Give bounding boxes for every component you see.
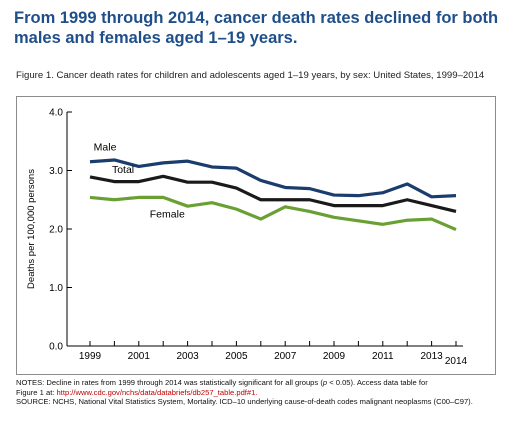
x-tick-label: 2007 — [274, 351, 297, 362]
y-axis-title: Deaths per 100,000 persons — [26, 169, 37, 289]
x-tick-label: 2005 — [225, 351, 248, 362]
headline: From 1999 through 2014, cancer death rat… — [14, 9, 499, 47]
y-tick-label: 0.0 — [49, 342, 63, 353]
notes-line-1: NOTES: Decline in rates from 1999 throug… — [16, 378, 428, 387]
figure-frame: 0.0 1.0 2.0 3.0 4.0 Deaths per 100,000 person… — [16, 96, 496, 375]
x-tick-label: 2014 — [445, 356, 468, 367]
line-chart: 0.0 1.0 2.0 3.0 4.0 Deaths per 100,000 person… — [26, 108, 468, 368]
series-label-total: Total — [112, 164, 134, 176]
series-line-male — [89, 158, 457, 199]
x-tick-label: 2013 — [420, 351, 443, 362]
notes-line-2: Figure 1 at: http://www.cdc.gov/nchs/dat… — [16, 387, 258, 397]
x-tick-label: 2011 — [372, 351, 394, 362]
x-tick-label: 2009 — [323, 351, 346, 362]
y-tick-label: 2.0 — [49, 225, 63, 236]
x-tick-label: 2003 — [176, 351, 199, 362]
data-table-link[interactable]: http://www.cdc.gov/nchs/data/databriefs/… — [56, 387, 258, 397]
y-tick-label: 3.0 — [49, 166, 63, 177]
x-tick-label: 1999 — [79, 351, 102, 362]
y-tick-label: 1.0 — [49, 283, 63, 294]
figure-caption: Figure 1. Cancer death rates for childre… — [16, 70, 485, 81]
y-tick-label: 4.0 — [49, 108, 63, 119]
x-tick-label: 2001 — [128, 351, 151, 362]
series-label-female: Female — [150, 208, 185, 220]
figure-notes: NOTES: Decline in rates from 1999 throug… — [16, 378, 504, 407]
series-label-male: Male — [94, 141, 117, 153]
series-line-total — [89, 174, 457, 214]
series-line-female — [89, 195, 457, 232]
notes-source: SOURCE: NCHS, National Vital Statistics … — [16, 397, 473, 406]
